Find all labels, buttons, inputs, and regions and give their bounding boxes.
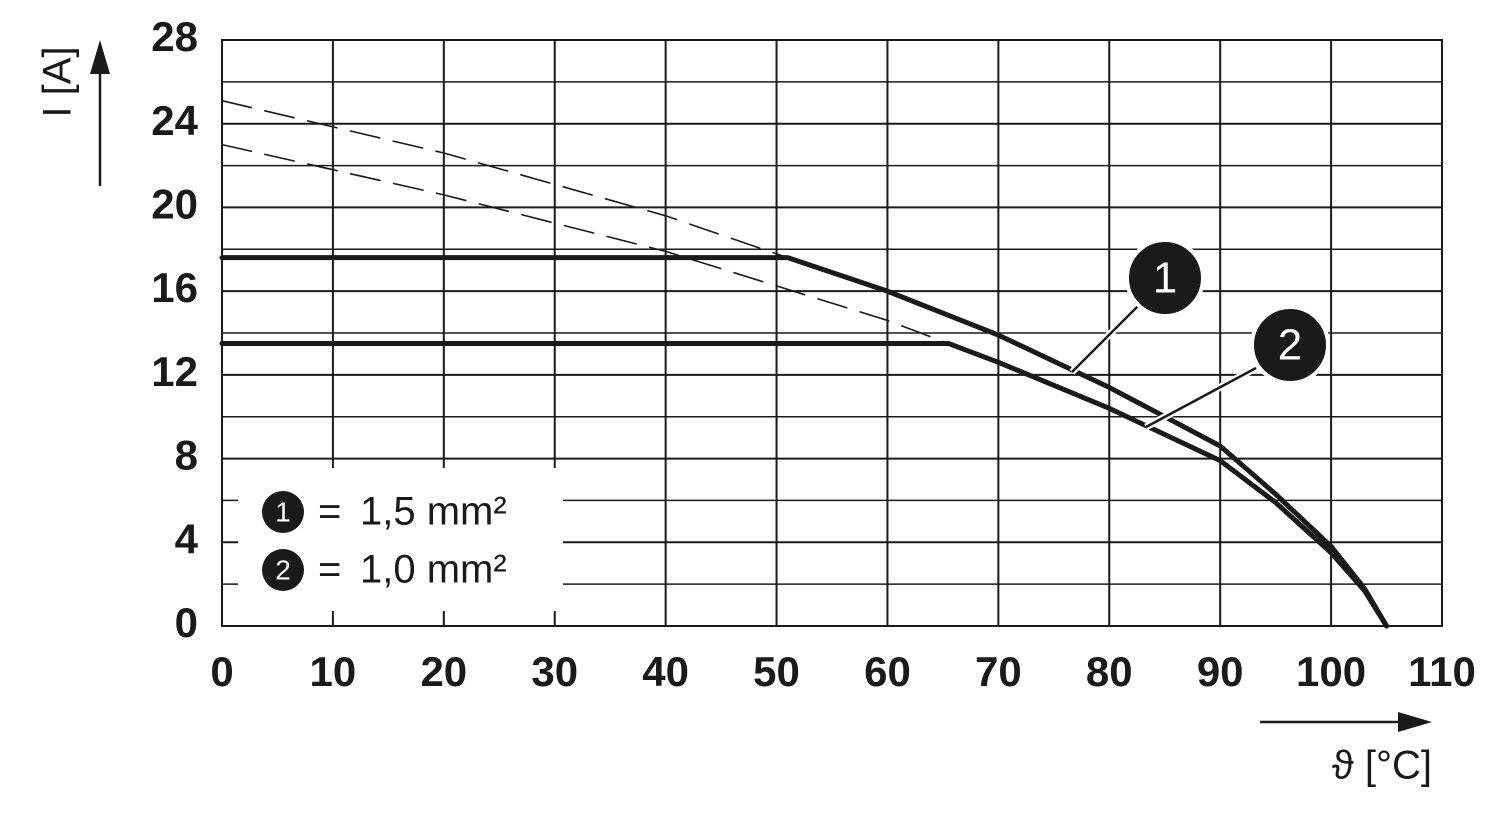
y-tick-label: 12 bbox=[151, 348, 198, 395]
x-tick-label: 70 bbox=[975, 648, 1022, 695]
y-tick-label: 20 bbox=[151, 181, 198, 228]
x-tick-label: 20 bbox=[420, 648, 467, 695]
legend-marker-label: 2 bbox=[275, 554, 291, 585]
x-tick-label: 30 bbox=[531, 648, 578, 695]
legend-separator: = bbox=[318, 548, 341, 592]
extrapolation-line bbox=[221, 99, 789, 259]
y-axis-arrowhead bbox=[90, 40, 110, 74]
callout-leader bbox=[1145, 366, 1257, 429]
x-tick-label: 50 bbox=[753, 648, 800, 695]
extrapolation-line bbox=[221, 143, 950, 345]
callout-label: 1 bbox=[1153, 254, 1177, 303]
x-tick-label: 0 bbox=[210, 648, 233, 695]
y-tick-label: 0 bbox=[175, 599, 198, 646]
legend-marker-label: 1 bbox=[275, 496, 291, 527]
x-tick-label: 40 bbox=[642, 648, 689, 695]
legend-separator: = bbox=[318, 490, 341, 534]
y-tick-label: 16 bbox=[151, 264, 198, 311]
x-tick-label: 80 bbox=[1086, 648, 1133, 695]
derating-curve bbox=[219, 340, 1390, 629]
x-axis-arrowhead bbox=[1398, 712, 1432, 732]
plot-frame bbox=[221, 39, 1443, 627]
x-tick-label: 90 bbox=[1197, 648, 1244, 695]
legend-label: 1,0 mm² bbox=[360, 548, 507, 592]
legend-marker bbox=[262, 491, 304, 533]
callout-leader bbox=[1071, 305, 1139, 373]
y-tick-label: 28 bbox=[151, 13, 198, 60]
x-tick-label: 100 bbox=[1296, 648, 1366, 695]
y-axis-label: I [A] bbox=[36, 46, 80, 117]
legend-marker bbox=[262, 549, 304, 591]
callout-marker bbox=[1250, 305, 1330, 385]
legend-label: 1,5 mm² bbox=[360, 490, 507, 534]
y-tick-label: 24 bbox=[151, 97, 198, 144]
x-tick-label: 60 bbox=[864, 648, 911, 695]
callout-marker bbox=[1125, 238, 1205, 318]
x-tick-label: 110 bbox=[1408, 648, 1476, 695]
x-tick-label: 10 bbox=[310, 648, 357, 695]
x-axis-label: ϑ [°C] bbox=[1332, 744, 1432, 788]
y-tick-label: 4 bbox=[175, 515, 199, 562]
callout-label: 2 bbox=[1278, 321, 1302, 370]
y-tick-label: 8 bbox=[175, 432, 198, 479]
